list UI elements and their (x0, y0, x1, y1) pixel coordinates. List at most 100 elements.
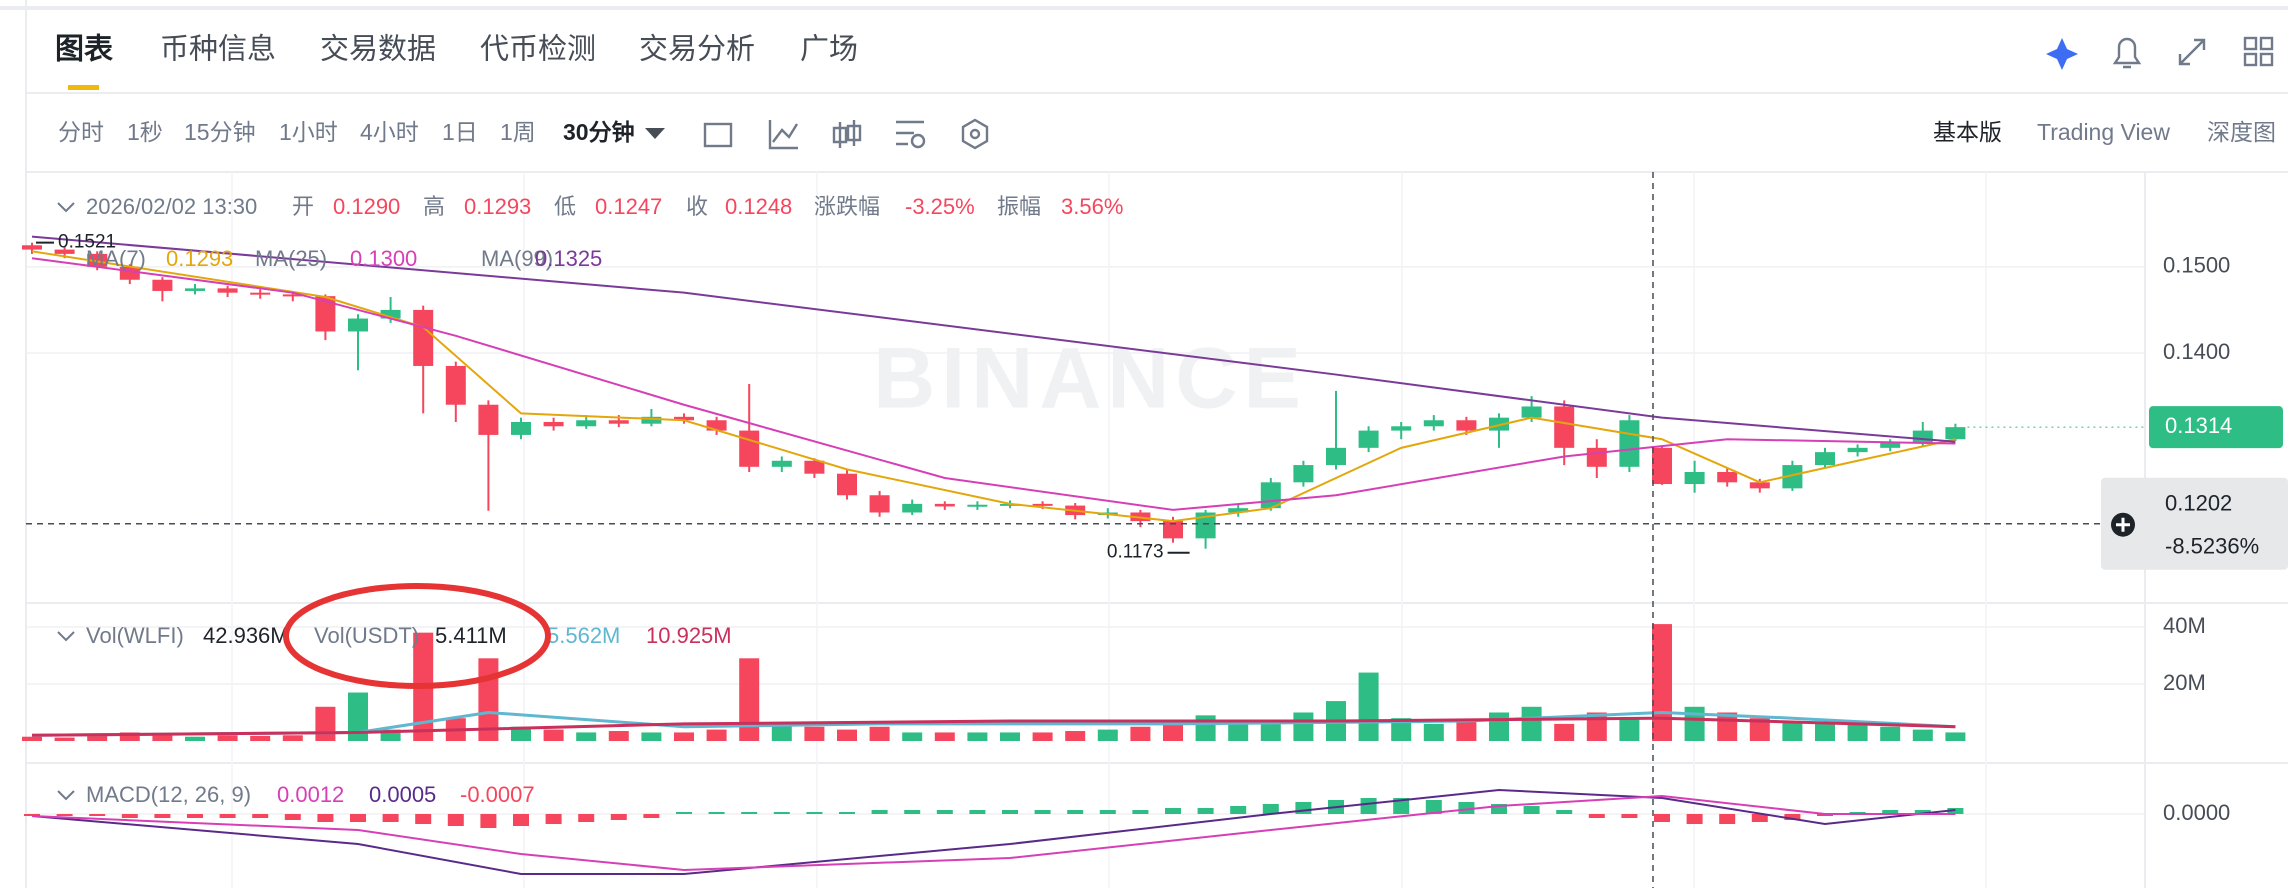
macd-bar (1165, 808, 1181, 814)
toolbar-icons (703, 118, 989, 150)
candle-body (1586, 447, 1607, 467)
icon-settings-dot (910, 133, 926, 149)
line (31, 250, 1956, 523)
tab[interactable]: 广场 (800, 33, 858, 66)
tab[interactable]: 币种信息 (160, 33, 276, 66)
macd-bar (350, 814, 366, 822)
icon-fullscreen[interactable] (2178, 38, 2206, 66)
interval[interactable]: 4小时 (360, 119, 419, 145)
candle-body (54, 249, 75, 254)
layers: BINANCE (22, 172, 2145, 888)
candle-body (771, 460, 792, 467)
volume-bar (348, 692, 368, 741)
volume-bar (1782, 721, 1803, 741)
top-icons (2046, 36, 2274, 70)
collapse-caret[interactable] (57, 631, 75, 642)
volume-bar (315, 706, 336, 741)
volume-bar (1228, 723, 1249, 741)
volume-bar (1195, 715, 1216, 741)
candle-body (641, 416, 662, 424)
tab[interactable]: 代币检测 (480, 33, 596, 66)
macd-bar (1491, 804, 1507, 814)
candle-body (282, 294, 303, 297)
candle-body (380, 309, 401, 319)
volume-bar (739, 658, 760, 741)
tab[interactable]: 交易分析 (639, 33, 755, 66)
interval[interactable]: 分时 (58, 119, 104, 145)
macd-bar (284, 814, 301, 820)
macd-bar (1556, 810, 1573, 814)
icon-hex[interactable] (961, 118, 989, 150)
volume-bar (511, 726, 531, 741)
icon-cell (2259, 36, 2274, 51)
macd-bar (1230, 806, 1247, 814)
vol-ma-value: 10.925M (646, 623, 732, 648)
collapse-caret[interactable] (57, 790, 75, 801)
macd-bar (871, 810, 888, 814)
vol-value: 5.411M (435, 623, 507, 648)
interval[interactable]: 1小时 (279, 119, 338, 145)
volume-bar (1815, 723, 1835, 741)
info-label: 开 (292, 194, 314, 219)
volume-bar (804, 726, 825, 741)
interval[interactable]: 1周 (500, 119, 536, 145)
interval[interactable]: 1日 (442, 119, 478, 145)
grid: BINANCE (26, 172, 2145, 888)
high-marker: 0.1521 (58, 232, 116, 253)
icon-layout[interactable] (2243, 36, 2274, 67)
icon-candles[interactable] (832, 120, 862, 148)
vol-label: Vol(WLFI) (86, 623, 184, 648)
volume-bar (1032, 732, 1053, 741)
view-option[interactable]: Trading View (2037, 119, 2170, 145)
macd-bar (1588, 814, 1605, 818)
info-value: 0.1293 (464, 194, 531, 219)
volume-bar (1293, 712, 1314, 741)
macd-bar (1197, 808, 1214, 814)
candle-body (1749, 482, 1770, 489)
volume-bar (902, 732, 923, 741)
tab[interactable]: 交易数据 (320, 33, 436, 66)
volume-bar (1065, 731, 1086, 741)
candle-body (543, 421, 564, 427)
icon-settings[interactable] (896, 120, 924, 146)
candle-body (739, 430, 760, 467)
volume-bar (1912, 729, 1933, 741)
icon-indicator[interactable] (768, 120, 799, 150)
macd-bar (741, 812, 758, 814)
candle-body (902, 503, 923, 513)
info-label: 振幅 (997, 194, 1041, 219)
plot (22, 235, 1966, 875)
interval[interactable]: 1秒 (127, 119, 163, 145)
datetime: 2026/02/02 13:30 (86, 194, 257, 219)
candle-body (804, 460, 825, 474)
icon-bell[interactable] (2112, 37, 2142, 69)
tab[interactable]: 图表 (55, 33, 113, 66)
info-value: -3.25% (905, 194, 975, 219)
macd-bar (806, 812, 823, 814)
view-option[interactable]: 深度图 (2207, 119, 2276, 145)
candle-body (1293, 465, 1314, 483)
candle-body (934, 503, 955, 507)
volume-bar (1358, 672, 1379, 741)
dropdown-arrow[interactable] (645, 128, 665, 139)
macd-bar (708, 812, 725, 814)
ma-label: MA(7) (86, 246, 146, 271)
collapse-caret[interactable] (57, 202, 75, 213)
volume-bar (1684, 706, 1705, 741)
interval[interactable]: 30分钟 (563, 119, 635, 145)
view-option[interactable]: 基本版 (1933, 119, 2002, 145)
crosshair-box (2101, 477, 2288, 570)
volume-bar (543, 729, 564, 741)
volume-bar (1749, 718, 1770, 741)
macd-bar (1099, 810, 1116, 814)
info-label: 涨跌幅 (814, 194, 880, 219)
macd-bar (1067, 810, 1084, 814)
info-value: 3.56% (1061, 194, 1123, 219)
macd-bar (252, 814, 269, 818)
icon-ai[interactable] (2046, 38, 2078, 70)
interval[interactable]: 15分钟 (184, 119, 256, 145)
macd-bar (1751, 814, 1768, 822)
icon-calendar[interactable] (703, 122, 733, 148)
candle-body (348, 318, 368, 332)
volume-bar (54, 737, 75, 741)
